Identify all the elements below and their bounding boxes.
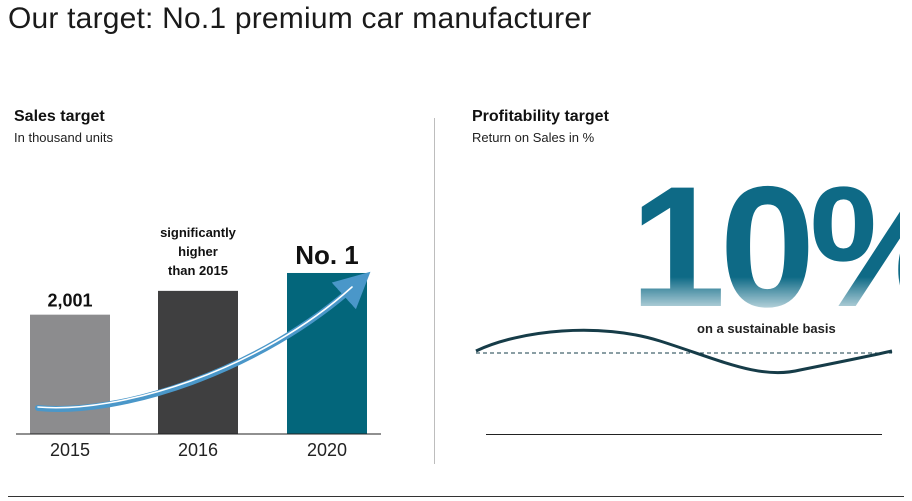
sales-subtitle: In thousand units <box>14 130 114 145</box>
section-divider <box>434 118 435 464</box>
data-label-2015: 2,001 <box>47 291 92 311</box>
sustain-wave-line <box>475 328 893 375</box>
trend-arrow-highlight <box>37 286 353 409</box>
category-label-2015: 2015 <box>50 440 90 460</box>
return-on-sales-value: 10% <box>630 172 900 322</box>
category-label-2020: 2020 <box>307 440 347 460</box>
bar-2016 <box>158 290 238 434</box>
profitability-title: Profitability target <box>472 108 609 125</box>
page-title: Our target: No.1 premium car manufacture… <box>8 2 592 35</box>
data-label-2020: No. 1 <box>295 240 359 270</box>
sustainability-caption: on a sustainable basis <box>697 321 836 336</box>
profitability-subtitle: Return on Sales in % <box>472 130 595 145</box>
footer-divider <box>8 496 904 497</box>
bar-2015 <box>30 314 110 434</box>
data-label-2016: significantly higher than 2015 <box>160 225 237 278</box>
sales-title: Sales target <box>14 108 105 125</box>
category-label-2016: 2016 <box>178 440 218 460</box>
profitability-baseline <box>486 434 882 435</box>
